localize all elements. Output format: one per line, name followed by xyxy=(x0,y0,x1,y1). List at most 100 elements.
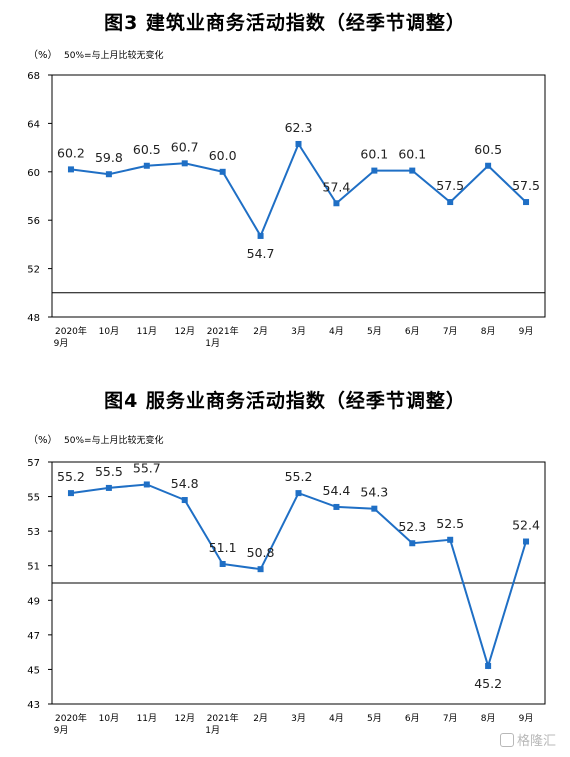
x-tick-label: 11月 xyxy=(137,713,157,724)
data-point xyxy=(143,481,150,488)
y-tick-label: 53 xyxy=(27,527,40,538)
x-tick-label: 9月 xyxy=(519,713,534,724)
x-tick-label: 2020年 xyxy=(55,325,87,337)
data-label: 55.7 xyxy=(133,460,161,475)
data-point xyxy=(181,497,188,504)
data-point xyxy=(257,566,264,573)
x-tick-label: 2021年 xyxy=(207,712,239,724)
data-point xyxy=(333,200,340,207)
data-label: 52.5 xyxy=(436,516,464,531)
reference-note: 50%=与上月比较无变化 xyxy=(64,434,164,446)
data-label: 59.8 xyxy=(95,150,123,165)
y-tick-label: 64 xyxy=(27,119,40,130)
chart-services-index: 图4 服务业商务活动指数（经季节调整） （%） 50%=与上月比较无变化 43 45 4… xyxy=(0,378,570,757)
x-tick-label: 4月 xyxy=(329,326,344,337)
data-point xyxy=(295,490,302,497)
x-tick-label: 11月 xyxy=(137,326,157,337)
y-tick-label: 56 xyxy=(27,216,40,227)
data-point xyxy=(447,199,454,206)
data-label: 60.0 xyxy=(209,148,237,163)
y-tick-label: 48 xyxy=(27,313,40,324)
x-tick-label: 10月 xyxy=(99,326,119,337)
data-label: 60.5 xyxy=(474,142,502,157)
x-tick-label: 12月 xyxy=(175,326,195,337)
data-point xyxy=(181,160,188,167)
data-point xyxy=(333,503,340,510)
data-point xyxy=(67,490,74,497)
data-point xyxy=(485,662,492,669)
x-tick-label: 5月 xyxy=(367,326,382,337)
watermark: 格隆汇 xyxy=(499,730,556,749)
y-tick-label: 49 xyxy=(27,596,40,607)
data-point xyxy=(371,167,378,174)
data-point xyxy=(105,484,112,491)
data-label: 60.5 xyxy=(133,142,161,157)
data-label: 52.4 xyxy=(512,518,540,533)
x-tick-label: 7月 xyxy=(443,326,458,337)
data-point xyxy=(409,540,416,547)
data-label: 51.1 xyxy=(209,540,237,555)
data-label: 54.3 xyxy=(360,485,388,500)
chart-title: 图4 服务业商务活动指数（经季节调整） xyxy=(104,390,466,412)
x-tick-label: 3月 xyxy=(291,326,306,337)
x-tick-label: 2月 xyxy=(253,326,268,337)
chart-construction-index: 图3 建筑业商务活动指数（经季节调整） （%） 50%=与上月比较无变化 48 52 5… xyxy=(0,0,570,378)
data-label: 60.1 xyxy=(398,147,426,162)
data-point xyxy=(143,162,150,169)
x-tick-label: 3月 xyxy=(291,713,306,724)
data-label: 54.7 xyxy=(247,246,275,261)
x-tick-label: 9月 xyxy=(54,338,69,349)
data-label: 57.5 xyxy=(436,178,464,193)
x-tick-label: 2021年 xyxy=(207,325,239,337)
y-tick-label: 55 xyxy=(27,493,40,504)
data-point xyxy=(523,538,530,545)
data-point xyxy=(485,162,492,169)
x-tick-label: 8月 xyxy=(481,326,496,337)
data-label: 45.2 xyxy=(474,676,502,691)
x-tick-label: 8月 xyxy=(481,713,496,724)
y-tick-label: 57 xyxy=(27,458,40,469)
data-label: 57.4 xyxy=(323,179,351,194)
x-tick-label: 12月 xyxy=(175,713,195,724)
data-label: 55.2 xyxy=(285,469,313,484)
x-tick-label: 7月 xyxy=(443,713,458,724)
data-label: 57.5 xyxy=(512,178,540,193)
chart-title: 图3 建筑业商务活动指数（经季节调整） xyxy=(104,12,466,34)
y-tick-label: 52 xyxy=(27,265,40,276)
data-point xyxy=(219,168,226,175)
x-tick-label: 9月 xyxy=(54,725,69,736)
data-point xyxy=(409,167,416,174)
data-label: 55.2 xyxy=(57,469,85,484)
data-label: 50.8 xyxy=(247,545,275,560)
data-label: 54.4 xyxy=(323,483,351,498)
x-tick-label: 5月 xyxy=(367,713,382,724)
series-line xyxy=(70,483,527,670)
y-tick-label: 68 xyxy=(27,71,40,82)
y-tick-label: 45 xyxy=(27,665,40,676)
y-tick-label: 47 xyxy=(27,631,40,642)
data-label: 60.7 xyxy=(171,139,199,154)
data-label: 60.1 xyxy=(360,147,388,162)
y-tick-label: 60 xyxy=(27,168,40,179)
data-point xyxy=(447,536,454,543)
data-point xyxy=(105,171,112,178)
x-tick-label: 9月 xyxy=(519,326,534,337)
data-label: 54.8 xyxy=(171,476,199,491)
y-tick-label: 43 xyxy=(27,700,40,711)
data-label: 60.2 xyxy=(57,145,85,160)
watermark-logo-icon xyxy=(499,733,514,747)
x-tick-label: 4月 xyxy=(329,713,344,724)
x-tick-label: 2月 xyxy=(253,713,268,724)
data-point xyxy=(523,199,530,206)
y-tick-label: 51 xyxy=(27,562,40,573)
x-tick-label: 6月 xyxy=(405,713,420,724)
data-point xyxy=(67,166,74,173)
plot-frame xyxy=(51,74,546,318)
data-point xyxy=(371,505,378,512)
x-tick-label: 10月 xyxy=(99,713,119,724)
reference-note: 50%=与上月比较无变化 xyxy=(64,49,164,61)
data-point xyxy=(295,140,302,147)
data-label: 62.3 xyxy=(285,120,313,135)
data-point xyxy=(219,560,226,567)
